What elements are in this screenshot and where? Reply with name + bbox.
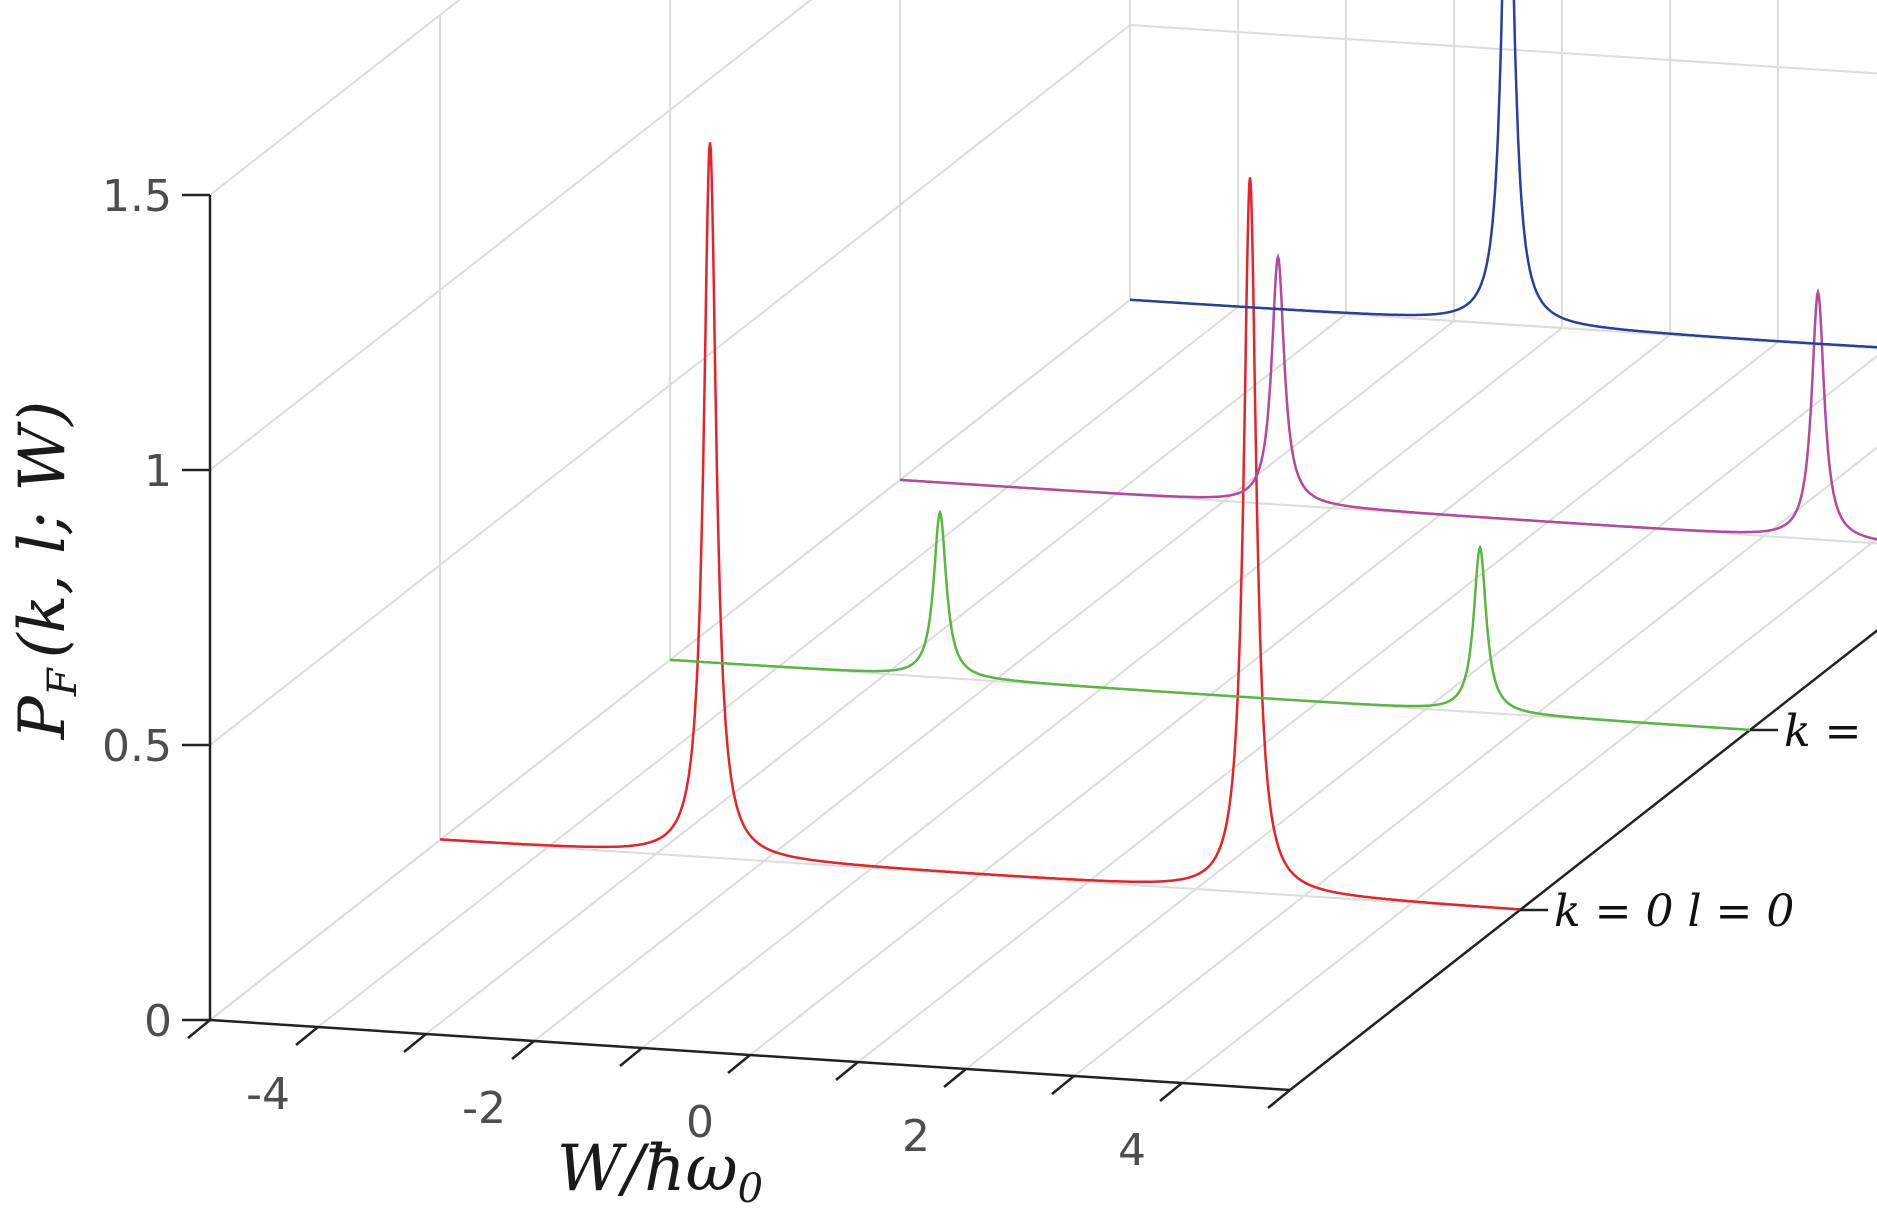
x-tick [403, 1033, 427, 1053]
axes [182, 193, 1877, 1109]
series-lines [440, 0, 1877, 911]
x-tick [187, 1019, 211, 1039]
z-tick-label: 0.5 [102, 721, 172, 772]
grid-line-side-horizontal [209, 0, 461, 196]
grid-line-floor-depth [1181, 537, 1877, 1084]
series-line [900, 252, 1877, 541]
x-tick-label: 2 [902, 1111, 930, 1162]
x-tick [727, 1054, 751, 1074]
grid-line-back-horizontal [1129, 299, 1877, 350]
grid-line-floor-depth [533, 320, 1455, 1042]
x-tick-label: -4 [246, 1069, 290, 1120]
series-line [1130, 0, 1877, 349]
x-axis-title: W/ħω0 [557, 1132, 763, 1208]
x-tick-label: 4 [1118, 1125, 1146, 1176]
grid-line-floor-x [899, 479, 1877, 545]
z-tick-label: 0 [144, 996, 172, 1047]
x-tick [943, 1068, 967, 1088]
series-line [670, 509, 1751, 732]
x-tick [1051, 1075, 1075, 1095]
series-label: k = 0 l = 0 [1554, 886, 1794, 937]
z-axis-title: PF(k, l; W) [6, 401, 86, 740]
x-tick [835, 1061, 859, 1081]
x-tick [619, 1047, 643, 1067]
grid-line-floor-depth [425, 313, 1347, 1035]
series-label: k = 0 l = 1 [1784, 706, 1877, 757]
x-tick-label: 0 [686, 1097, 714, 1148]
grid-line-floor-x [1129, 299, 1877, 350]
x-tick [511, 1040, 535, 1060]
grid-line-back-horizontal [1129, 24, 1877, 75]
x-tick [295, 1026, 319, 1046]
grid-line-floor-depth [965, 354, 1877, 1070]
x-tick [1267, 1089, 1291, 1109]
grid-line-floor-depth [1073, 446, 1877, 1077]
z-tick-label: 1.5 [102, 171, 172, 222]
x-tick-label: -2 [462, 1083, 506, 1134]
x-tick [1159, 1082, 1183, 1102]
series-line [440, 142, 1521, 911]
z-tick-label: 1 [144, 446, 172, 497]
